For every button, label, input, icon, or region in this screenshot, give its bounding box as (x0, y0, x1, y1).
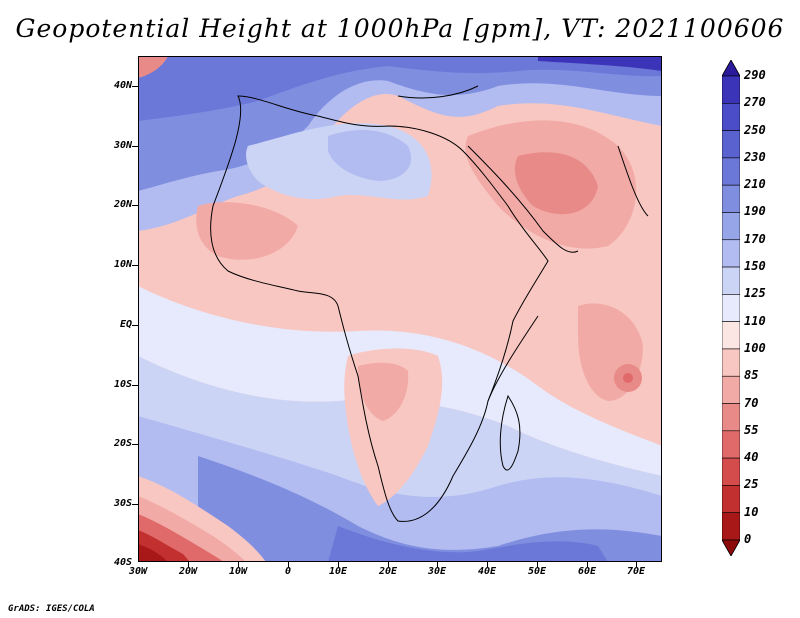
colorbar-segment (722, 75, 740, 104)
colorbar-segment (722, 375, 740, 404)
colorbar-label: 25 (744, 477, 759, 492)
coastlines (210, 85, 649, 522)
lat-label-10n: 10N (113, 259, 132, 270)
colorbar-label: 70 (744, 395, 759, 410)
map-title: Geopotential Height at 1000hPa [gpm], VT… (15, 14, 785, 43)
lon-label-20w: 20W (178, 566, 198, 577)
colorbar-label: 190 (744, 204, 766, 219)
colorbar-segment (722, 457, 740, 486)
colorbar-label: 150 (744, 259, 766, 274)
lat-label-20s: 20S (113, 438, 132, 449)
lon-tick (636, 562, 637, 567)
lat-label-30n: 30N (113, 140, 132, 151)
colorbar (722, 60, 740, 556)
lon-tick (388, 562, 389, 567)
lon-tick (238, 562, 239, 567)
lon-label-60e: 60E (577, 566, 597, 577)
lat-label-30s: 30S (113, 498, 132, 509)
lat-tick (132, 86, 138, 87)
colorbar-bottom-triangle (722, 539, 740, 556)
colorbar-label: 0 (744, 532, 752, 546)
colorbar-segment (722, 512, 740, 541)
map-frame (138, 56, 662, 562)
colorbar-segment (722, 130, 740, 159)
lon-label-70e: 70E (626, 566, 646, 577)
colorbar-segment (722, 184, 740, 213)
colorbar-label: 100 (744, 340, 766, 355)
lat-tick (132, 385, 138, 386)
lat-label-eq: EQ (119, 319, 132, 330)
lon-label-10e: 10E (328, 566, 348, 577)
colorbar-segment (722, 430, 740, 459)
lon-label-30w: 30W (128, 566, 148, 577)
lon-tick (587, 562, 588, 567)
lon-tick (437, 562, 438, 567)
geopotential-field (138, 56, 662, 562)
colorbar-segment (722, 485, 740, 514)
map-plot-area (138, 56, 662, 562)
colorbar-label: 110 (744, 313, 766, 328)
colorbar-label: 230 (744, 149, 766, 164)
lon-tick (537, 562, 538, 567)
colorbar-segment (722, 294, 740, 322)
lon-tick (188, 562, 189, 567)
lon-label-0: 0 (284, 566, 292, 577)
lat-label-20n: 20N (113, 199, 132, 210)
lon-label-30e: 30E (427, 566, 447, 577)
colorbar-segment (722, 212, 740, 241)
colorbar-top-triangle (722, 60, 740, 77)
grads-credit: GrADS: IGES/COLA (8, 604, 95, 614)
lon-tick (487, 562, 488, 567)
lon-tick (288, 562, 289, 567)
lat-tick (132, 325, 138, 326)
lon-label-20e: 20E (378, 566, 398, 577)
colorbar-segment (722, 102, 740, 131)
colorbar-label: 55 (744, 422, 759, 437)
lat-tick (132, 205, 138, 206)
colorbar-segment (722, 239, 740, 268)
colorbar-label: 290 (744, 68, 766, 82)
lon-label-50e: 50E (527, 566, 547, 577)
lon-label-10w: 10W (228, 566, 248, 577)
colorbar-segment (722, 348, 740, 377)
lat-label-40n: 40N (113, 80, 132, 91)
colorbar-label: 85 (744, 368, 759, 383)
lon-label-40e: 40E (477, 566, 497, 577)
colorbar-label: 40 (744, 450, 759, 465)
lat-tick (132, 444, 138, 445)
colorbar-label: 270 (744, 95, 766, 110)
colorbar-segment (722, 266, 740, 295)
colorbar-label: 210 (744, 177, 766, 192)
lon-tick (338, 562, 339, 567)
colorbar-label: 170 (744, 231, 766, 246)
lat-label-40s: 40S (113, 557, 132, 568)
colorbar-label: 125 (744, 286, 766, 301)
colorbar-segment (722, 321, 740, 350)
colorbar-label: 250 (744, 122, 766, 137)
lat-label-10s: 10S (113, 379, 132, 390)
lat-tick (132, 504, 138, 505)
colorbar-label: 10 (744, 504, 759, 519)
colorbar-segment (722, 157, 740, 186)
colorbar-segment (722, 403, 740, 432)
lat-tick (132, 146, 138, 147)
lat-tick (132, 265, 138, 266)
